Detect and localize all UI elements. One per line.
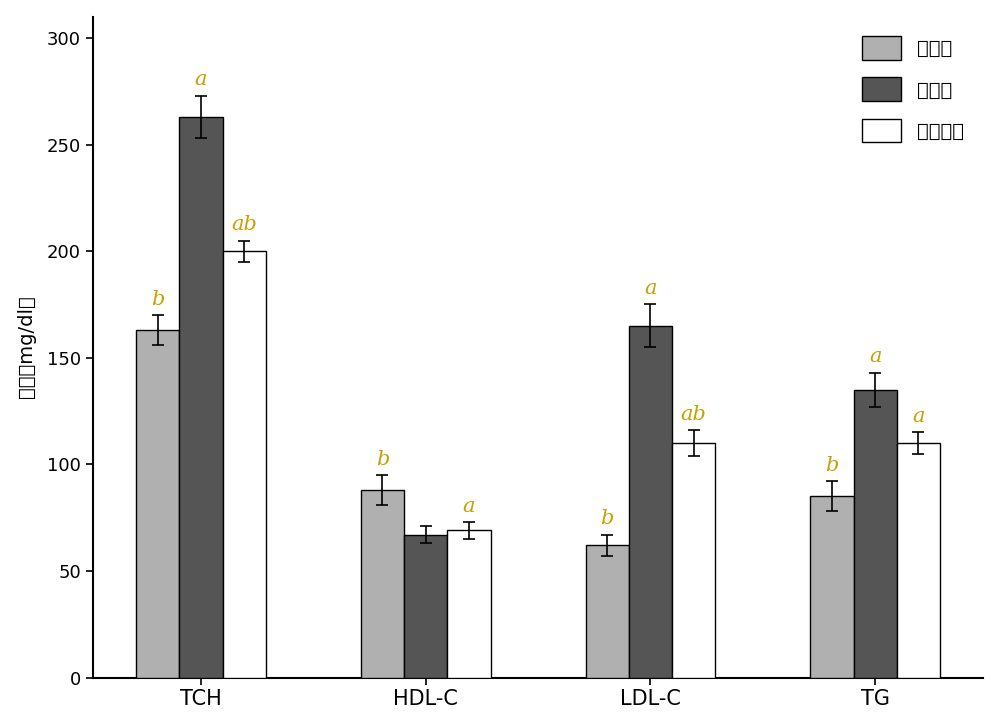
Text: a: a	[869, 347, 882, 367]
Bar	[223, 251, 266, 677]
Text: ab: ab	[231, 215, 257, 234]
Y-axis label: 浓度（mg/dl）: 浓度（mg/dl）	[17, 295, 36, 399]
Text: a: a	[644, 279, 657, 298]
Text: a: a	[195, 70, 207, 89]
Text: b: b	[376, 449, 389, 468]
Legend: 对照组, 模型组, 益生菌组: 对照组, 模型组, 益生菌组	[853, 26, 974, 152]
Bar	[672, 443, 715, 677]
Bar	[404, 534, 447, 677]
Bar	[854, 390, 897, 677]
Text: a: a	[912, 407, 925, 426]
Bar	[447, 531, 491, 677]
Text: b: b	[825, 456, 839, 475]
Bar	[136, 330, 179, 677]
Text: ab: ab	[681, 405, 707, 424]
Bar	[586, 545, 629, 677]
Bar	[361, 490, 404, 677]
Bar	[629, 326, 672, 677]
Bar	[179, 117, 223, 677]
Bar	[897, 443, 940, 677]
Text: b: b	[151, 290, 164, 309]
Bar	[810, 497, 854, 677]
Text: b: b	[601, 510, 614, 529]
Text: a: a	[463, 497, 475, 515]
